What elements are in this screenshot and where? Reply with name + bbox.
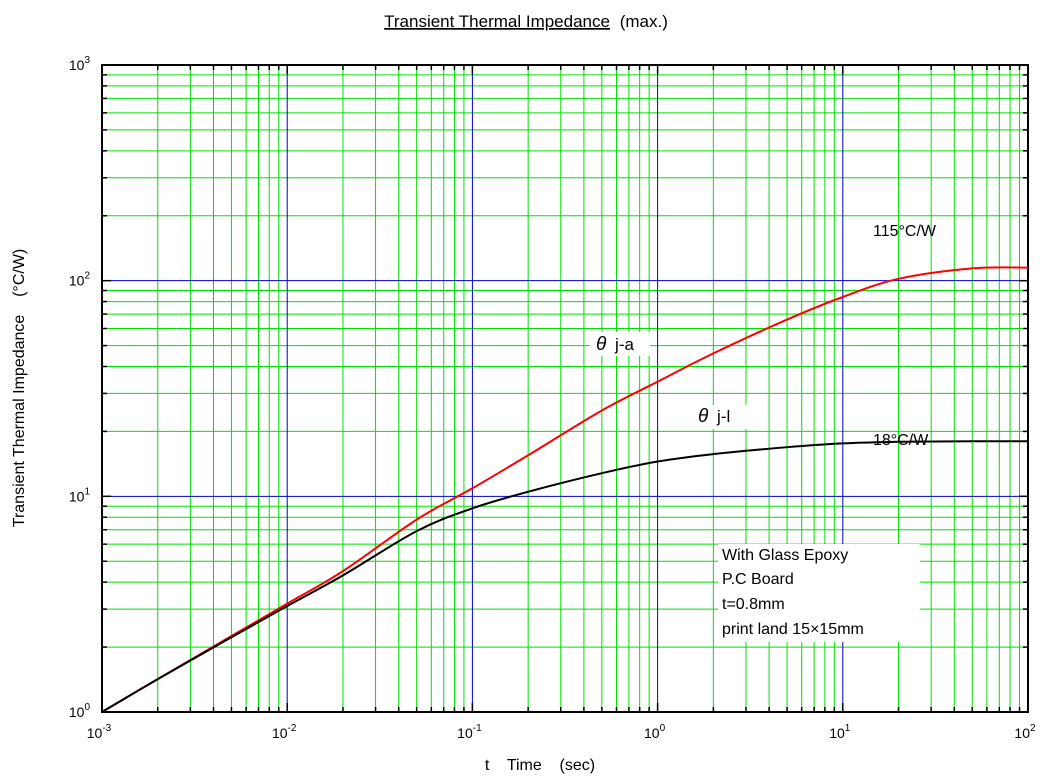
chart-title-suffix: (max.) <box>620 12 668 31</box>
board-note: With Glass Epoxy P.C Board t=0.8mm print… <box>722 547 864 638</box>
note-line-3: t=0.8mm <box>722 596 785 613</box>
x-tick-label: 102 <box>1014 723 1036 741</box>
ja-theta-symbol: θ <box>596 334 607 355</box>
jl-series-label: θ j-l <box>698 406 730 427</box>
y-tick-label: 102 <box>69 271 91 289</box>
series-line-theta-jl <box>101 440 1029 713</box>
x-tick-label: 100 <box>644 723 666 741</box>
plot-frame <box>101 64 1029 713</box>
x-tick-label: 10-2 <box>272 723 297 741</box>
chart-title: Transient Thermal Impedance (max.) <box>384 12 668 31</box>
series-group <box>101 266 1029 713</box>
ja-series-label: θ j-a <box>596 334 634 355</box>
jl-value-annotation: 18°C/W <box>873 432 929 449</box>
chart-title-main: Transient Thermal Impedance <box>384 12 610 31</box>
note-line-4: print land 15×15mm <box>722 621 864 638</box>
x-tick-labels: 10-3 10-2 10-1 100 101 102 <box>87 723 1036 741</box>
ja-label-text: j-a <box>614 335 634 354</box>
x-tick-label: 10-1 <box>457 723 482 741</box>
ja-value-annotation: 115°C/W <box>873 223 937 240</box>
x-tick-label: 10-3 <box>87 723 112 741</box>
y-tick-label: 100 <box>69 702 91 720</box>
grid-minor <box>102 65 1028 712</box>
y-tick-labels: 100 101 102 103 <box>69 55 91 720</box>
note-line-2: P.C Board <box>722 571 794 588</box>
y-tick-label: 103 <box>69 55 91 73</box>
y-tick-label: 101 <box>69 486 91 504</box>
x-axis-label: t Time (sec) <box>485 757 595 774</box>
series-line-theta-ja <box>101 266 1029 713</box>
jl-label-text: j-l <box>716 407 730 426</box>
note-line-1: With Glass Epoxy <box>722 547 848 564</box>
x-tick-label: 101 <box>829 723 851 741</box>
jl-theta-symbol: θ <box>698 406 709 427</box>
y-axis-label: Transient Thermal Impedance (°C/W) <box>11 249 28 527</box>
